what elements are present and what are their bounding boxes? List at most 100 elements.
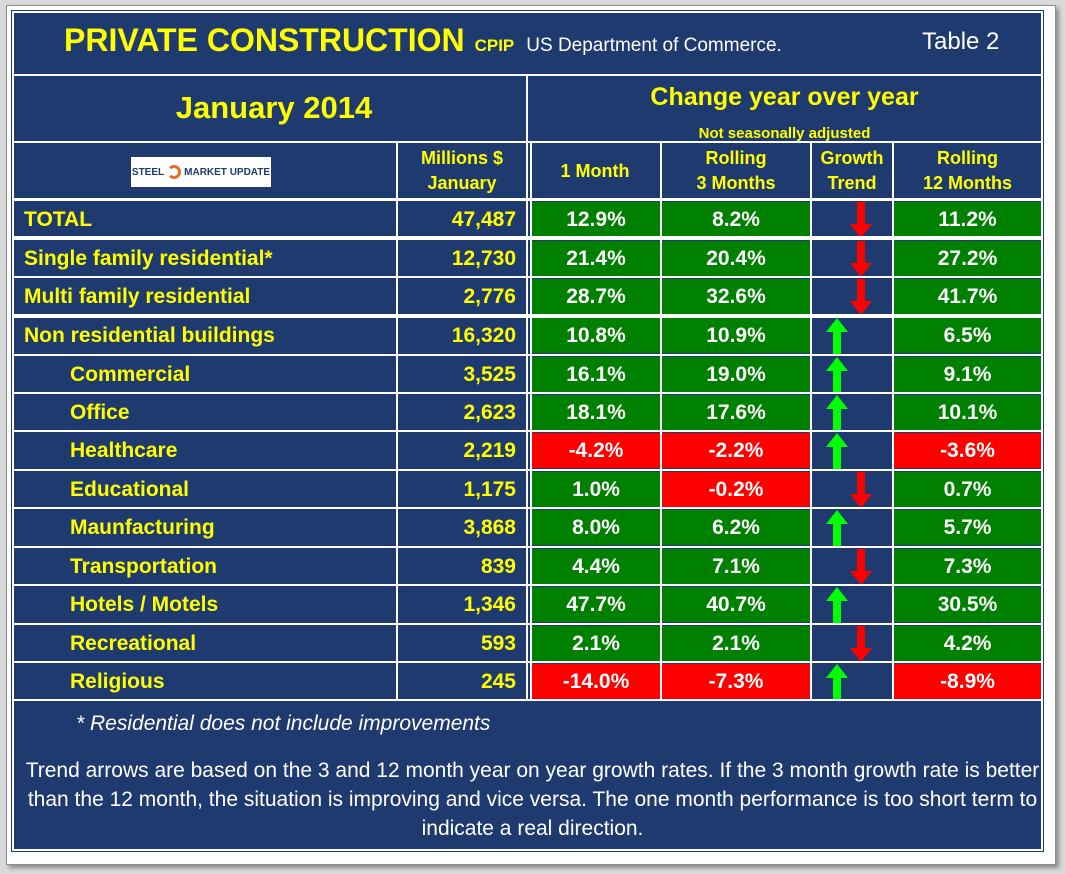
row-millions: 1,346 (463, 592, 516, 616)
row-rolling-3: 10.9% (662, 318, 810, 353)
cpip-label: CPIP (474, 36, 515, 55)
grid-line (810, 141, 812, 699)
row-one-month: -14.0% (532, 664, 660, 699)
row-label: Hotels / Motels (70, 592, 219, 616)
row-growth-trend (812, 472, 892, 508)
row-label: Maunfacturing (70, 515, 215, 539)
row-growth-trend (812, 664, 892, 700)
trend-down-arrow-icon (850, 241, 872, 277)
row-rolling-3: 7.1% (662, 549, 810, 584)
row-growth-trend (812, 357, 892, 393)
row-rolling-12: 41.7% (894, 279, 1041, 314)
row-growth-trend (812, 626, 892, 662)
grid-line (526, 74, 528, 699)
logo-swoosh-icon (167, 165, 182, 179)
grid-line (530, 141, 532, 699)
row-rolling-3: 19.0% (662, 357, 810, 392)
trend-up-arrow-icon (826, 357, 848, 393)
row-rolling-3: 32.6% (662, 279, 810, 314)
row-growth-trend (812, 395, 892, 431)
row-millions: 1,175 (463, 477, 516, 501)
col-millions-header: Millions $ January (420, 148, 503, 193)
row-label: Healthcare (70, 438, 178, 462)
row-millions: 245 (480, 669, 516, 693)
row-label: Multi family residential (24, 284, 251, 308)
row-growth-trend (812, 202, 892, 238)
trend-up-arrow-icon (826, 318, 848, 354)
trend-up-arrow-icon (826, 510, 848, 546)
row-millions: 2,623 (463, 400, 516, 424)
row-rolling-12: -3.6% (894, 433, 1041, 468)
row-label: TOTAL (24, 207, 93, 231)
row-growth-trend (812, 587, 892, 623)
row-rolling-3: 8.2% (662, 202, 810, 237)
footnote: * Residential does not include improveme… (76, 712, 491, 735)
row-rolling-12: 5.7% (894, 510, 1041, 545)
row-rolling-12: 0.7% (894, 472, 1041, 507)
grid-line (396, 141, 398, 699)
title-bar: PRIVATE CONSTRUCTION CPIP US Department … (64, 22, 782, 64)
row-millions: 2,219 (463, 438, 516, 462)
period-title: January 2014 (175, 90, 373, 125)
row-rolling-3: 17.6% (662, 395, 810, 430)
change-header: Change year over year (650, 82, 919, 111)
row-one-month: 21.4% (532, 241, 660, 276)
row-millions: 16,320 (451, 323, 516, 347)
row-one-month: 12.9% (532, 202, 660, 237)
row-one-month: 10.8% (532, 318, 660, 353)
row-one-month: 16.1% (532, 357, 660, 392)
trend-down-arrow-icon (850, 279, 872, 315)
row-rolling-12: 11.2% (894, 202, 1041, 237)
row-one-month: 4.4% (532, 549, 660, 584)
col-rolling-3-header: Rolling 3 Months (696, 148, 776, 193)
grid-line (660, 141, 662, 699)
row-rolling-3: -7.3% (662, 664, 810, 699)
steel-market-update-logo: STEEL MARKET UPDATE (131, 157, 271, 187)
trend-up-arrow-icon (826, 433, 848, 469)
row-growth-trend (812, 433, 892, 469)
row-one-month: 8.0% (532, 510, 660, 545)
row-rolling-3: 20.4% (662, 241, 810, 276)
row-label: Religious (70, 669, 165, 693)
col-one-month-header: 1 Month (560, 160, 630, 181)
col-rolling-12-header: Rolling 12 Months (922, 148, 1012, 193)
row-rolling-12: 7.3% (894, 549, 1041, 584)
row-rolling-12: 30.5% (894, 587, 1041, 622)
row-growth-trend (812, 510, 892, 546)
trend-up-arrow-icon (826, 395, 848, 431)
row-millions: 593 (480, 631, 516, 655)
row-one-month: 47.7% (532, 587, 660, 622)
row-rolling-12: 9.1% (894, 357, 1041, 392)
row-rolling-3: -0.2% (662, 472, 810, 507)
trend-down-arrow-icon (850, 202, 872, 238)
row-millions: 12,730 (451, 246, 516, 270)
grid-line (892, 141, 894, 699)
row-millions: 3,868 (463, 515, 516, 539)
trend-up-arrow-icon (826, 664, 848, 700)
row-rolling-12: -8.9% (894, 664, 1041, 699)
row-one-month: -4.2% (532, 433, 660, 468)
grid-line (14, 699, 1041, 701)
row-millions: 2,776 (463, 284, 516, 308)
row-growth-trend (812, 549, 892, 585)
table-number: Table 2 (922, 28, 1000, 55)
row-one-month: 1.0% (532, 472, 660, 507)
row-millions: 47,487 (451, 207, 516, 231)
row-rolling-3: 2.1% (662, 626, 810, 661)
row-rolling-12: 6.5% (894, 318, 1041, 353)
row-label: Recreational (70, 631, 197, 655)
row-millions: 839 (480, 554, 516, 578)
row-label: Commercial (70, 362, 191, 386)
trend-up-arrow-icon (826, 587, 848, 623)
trend-down-arrow-icon (850, 626, 872, 662)
row-label: Non residential buildings (24, 323, 275, 347)
source-label: US Department of Commerce. (526, 35, 782, 56)
row-rolling-12: 27.2% (894, 241, 1041, 276)
trend-down-arrow-icon (850, 549, 872, 585)
row-growth-trend (812, 279, 892, 315)
row-millions: 3,525 (463, 362, 516, 386)
trend-down-arrow-icon (850, 472, 872, 508)
row-growth-trend (812, 241, 892, 277)
row-one-month: 28.7% (532, 279, 660, 314)
row-label: Transportation (70, 554, 218, 578)
